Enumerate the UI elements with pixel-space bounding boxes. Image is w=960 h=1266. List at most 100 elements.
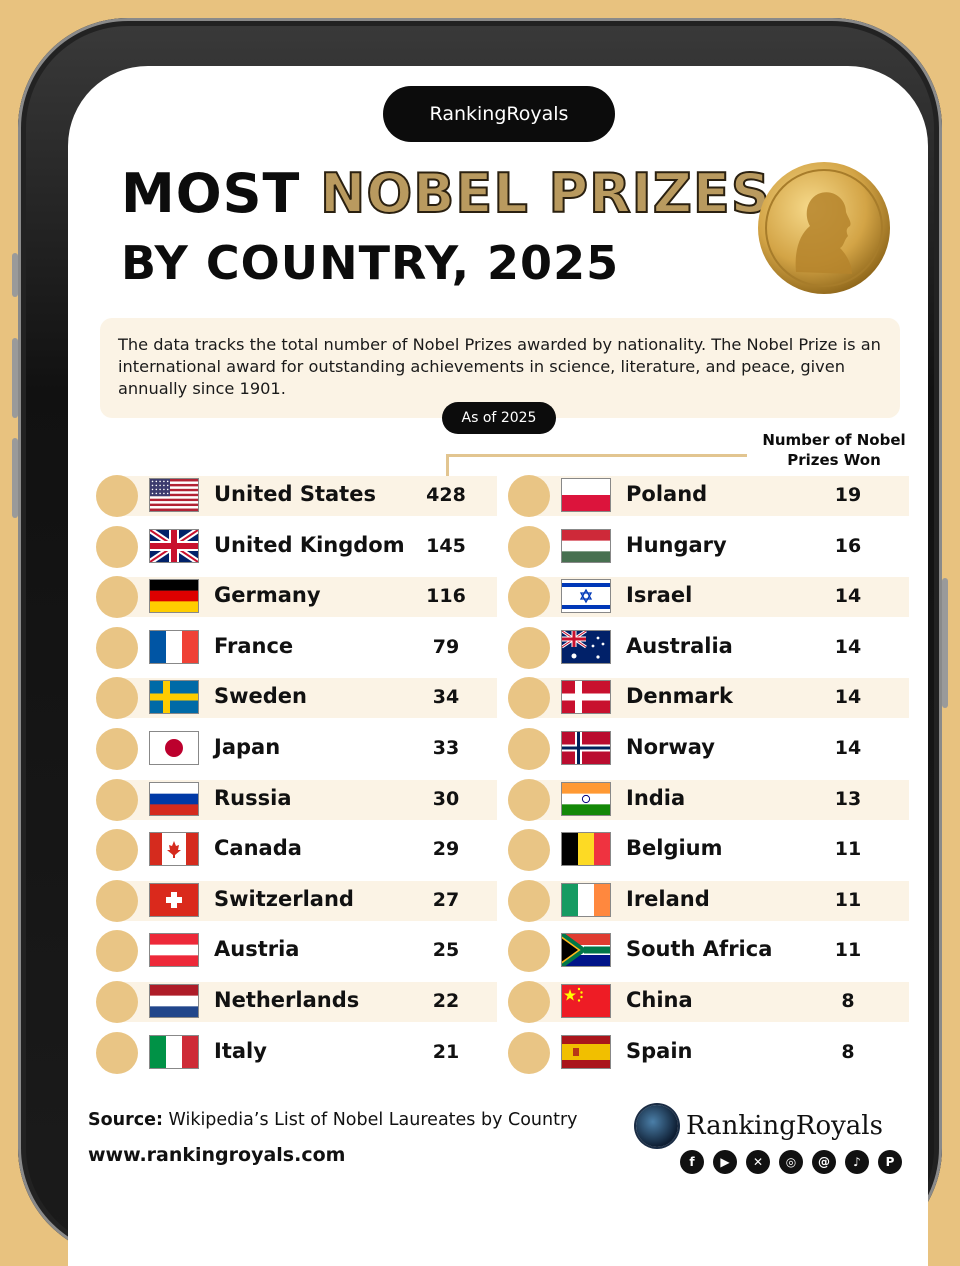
table-row: United Kingdom 145 bbox=[96, 525, 497, 568]
rank-circle bbox=[96, 626, 138, 669]
country-name: Poland bbox=[626, 482, 708, 506]
table-row: Spain 8 bbox=[508, 1031, 909, 1074]
brand-name: RankingRoyals bbox=[686, 1111, 883, 1141]
country-name: Japan bbox=[214, 735, 281, 759]
brand-logo: RankingRoyals bbox=[636, 1104, 883, 1148]
table-row: Germany 116 bbox=[96, 576, 497, 619]
table-row: Switzerland 27 bbox=[96, 879, 497, 922]
flag-icon bbox=[562, 1035, 610, 1068]
country-name: South Africa bbox=[626, 937, 773, 962]
flag-icon bbox=[150, 782, 198, 815]
facebook-icon[interactable]: f bbox=[680, 1150, 704, 1174]
rank-circle bbox=[508, 677, 550, 720]
rank-circle bbox=[508, 525, 550, 568]
table-row: Austria 25 bbox=[96, 930, 497, 973]
country-name: United Kingdom bbox=[214, 532, 405, 557]
prize-count: 11 bbox=[834, 939, 862, 962]
table-row: Netherlands 22 bbox=[96, 981, 497, 1023]
flag-icon bbox=[562, 883, 610, 916]
globe-icon bbox=[636, 1105, 678, 1147]
tiktok-icon[interactable]: ♪ bbox=[845, 1150, 869, 1174]
prize-count: 29 bbox=[432, 838, 460, 861]
country-name: Russia bbox=[214, 785, 292, 810]
flag-icon bbox=[150, 1035, 198, 1068]
flag-icon bbox=[150, 630, 198, 663]
rank-circle bbox=[508, 778, 550, 821]
pinterest-icon[interactable]: P bbox=[878, 1150, 902, 1174]
prize-count: 14 bbox=[834, 737, 862, 759]
table-row: Australia 14 bbox=[508, 626, 909, 669]
phone-power-button bbox=[942, 578, 948, 708]
country-name: Netherlands bbox=[214, 988, 360, 1012]
table-row: South Africa 11 bbox=[508, 930, 909, 973]
youtube-icon[interactable]: ▶ bbox=[713, 1150, 737, 1174]
country-name: Belgium bbox=[626, 836, 723, 861]
flag-icon bbox=[150, 934, 198, 967]
rank-circle bbox=[96, 576, 138, 619]
table-row: Japan 33 bbox=[96, 728, 497, 770]
rank-circle bbox=[508, 1031, 550, 1074]
rank-circle bbox=[508, 728, 550, 770]
flag-icon bbox=[562, 833, 610, 866]
title-nobel-prizes: NOBEL PRIZES bbox=[319, 161, 771, 226]
flag-icon bbox=[562, 732, 610, 764]
table-row: Sweden 34 bbox=[96, 677, 497, 720]
table-row: Israel 14 bbox=[508, 576, 909, 619]
threads-icon[interactable]: @ bbox=[812, 1150, 836, 1174]
flag-icon bbox=[562, 580, 610, 613]
rank-circle bbox=[96, 829, 138, 872]
prize-count: 428 bbox=[426, 484, 466, 506]
flag-icon bbox=[562, 681, 610, 714]
country-name: Spain bbox=[626, 1038, 693, 1063]
rank-circle bbox=[508, 576, 550, 619]
rank-circle bbox=[96, 728, 138, 770]
prize-count: 14 bbox=[834, 635, 862, 658]
rank-circle bbox=[508, 829, 550, 872]
rank-circle bbox=[508, 930, 550, 973]
country-name: Switzerland bbox=[214, 886, 354, 911]
prize-count: 30 bbox=[432, 787, 460, 810]
country-name: United States bbox=[214, 482, 376, 506]
table-row: China 8 bbox=[508, 981, 909, 1023]
as-of-badge: As of 2025 bbox=[442, 402, 556, 434]
rank-circle bbox=[96, 778, 138, 821]
flag-icon bbox=[150, 985, 198, 1017]
website-url[interactable]: www.rankingroyals.com bbox=[88, 1144, 346, 1166]
prize-count: 14 bbox=[834, 686, 862, 709]
rank-circle bbox=[96, 930, 138, 973]
nobel-medal-icon bbox=[758, 162, 890, 294]
description-text: The data tracks the total number of Nobe… bbox=[118, 335, 881, 398]
title-line-2: BY COUNTRY, 2025 bbox=[121, 236, 620, 290]
flag-icon bbox=[150, 732, 198, 764]
table-row: Belgium 11 bbox=[508, 829, 909, 872]
x-icon[interactable]: ✕ bbox=[746, 1150, 770, 1174]
prize-count: 11 bbox=[834, 838, 862, 861]
source-line: Source: Wikipedia’s List of Nobel Laurea… bbox=[88, 1110, 578, 1130]
table-row: Ireland 11 bbox=[508, 879, 909, 922]
rank-circle bbox=[508, 879, 550, 922]
table-row: Denmark 14 bbox=[508, 677, 909, 720]
prize-count: 13 bbox=[834, 787, 862, 810]
country-name: Hungary bbox=[626, 532, 727, 557]
table-row: Russia 30 bbox=[96, 778, 497, 821]
prize-count: 33 bbox=[432, 737, 460, 759]
screen: RankingRoyals MOST NOBEL PRIZES BY COUNT… bbox=[68, 66, 928, 1266]
country-name: India bbox=[626, 785, 686, 810]
title-most: MOST bbox=[121, 162, 321, 225]
country-name: Austria bbox=[214, 937, 300, 962]
rank-circle bbox=[96, 525, 138, 568]
table-row: United States 428 bbox=[96, 475, 497, 517]
flag-icon bbox=[562, 479, 610, 511]
country-name: Germany bbox=[214, 583, 321, 608]
prize-count: 25 bbox=[432, 939, 460, 962]
flag-icon bbox=[150, 479, 198, 511]
country-name: Ireland bbox=[626, 886, 710, 911]
brand-pill: RankingRoyals bbox=[383, 86, 615, 142]
instagram-icon[interactable]: ◎ bbox=[779, 1150, 803, 1174]
flag-icon bbox=[150, 580, 198, 613]
table-row: Canada 29 bbox=[96, 829, 497, 872]
country-name: Italy bbox=[214, 1038, 267, 1063]
rank-circle bbox=[96, 1031, 138, 1074]
flag-icon bbox=[150, 883, 198, 916]
flag-icon bbox=[150, 681, 198, 714]
